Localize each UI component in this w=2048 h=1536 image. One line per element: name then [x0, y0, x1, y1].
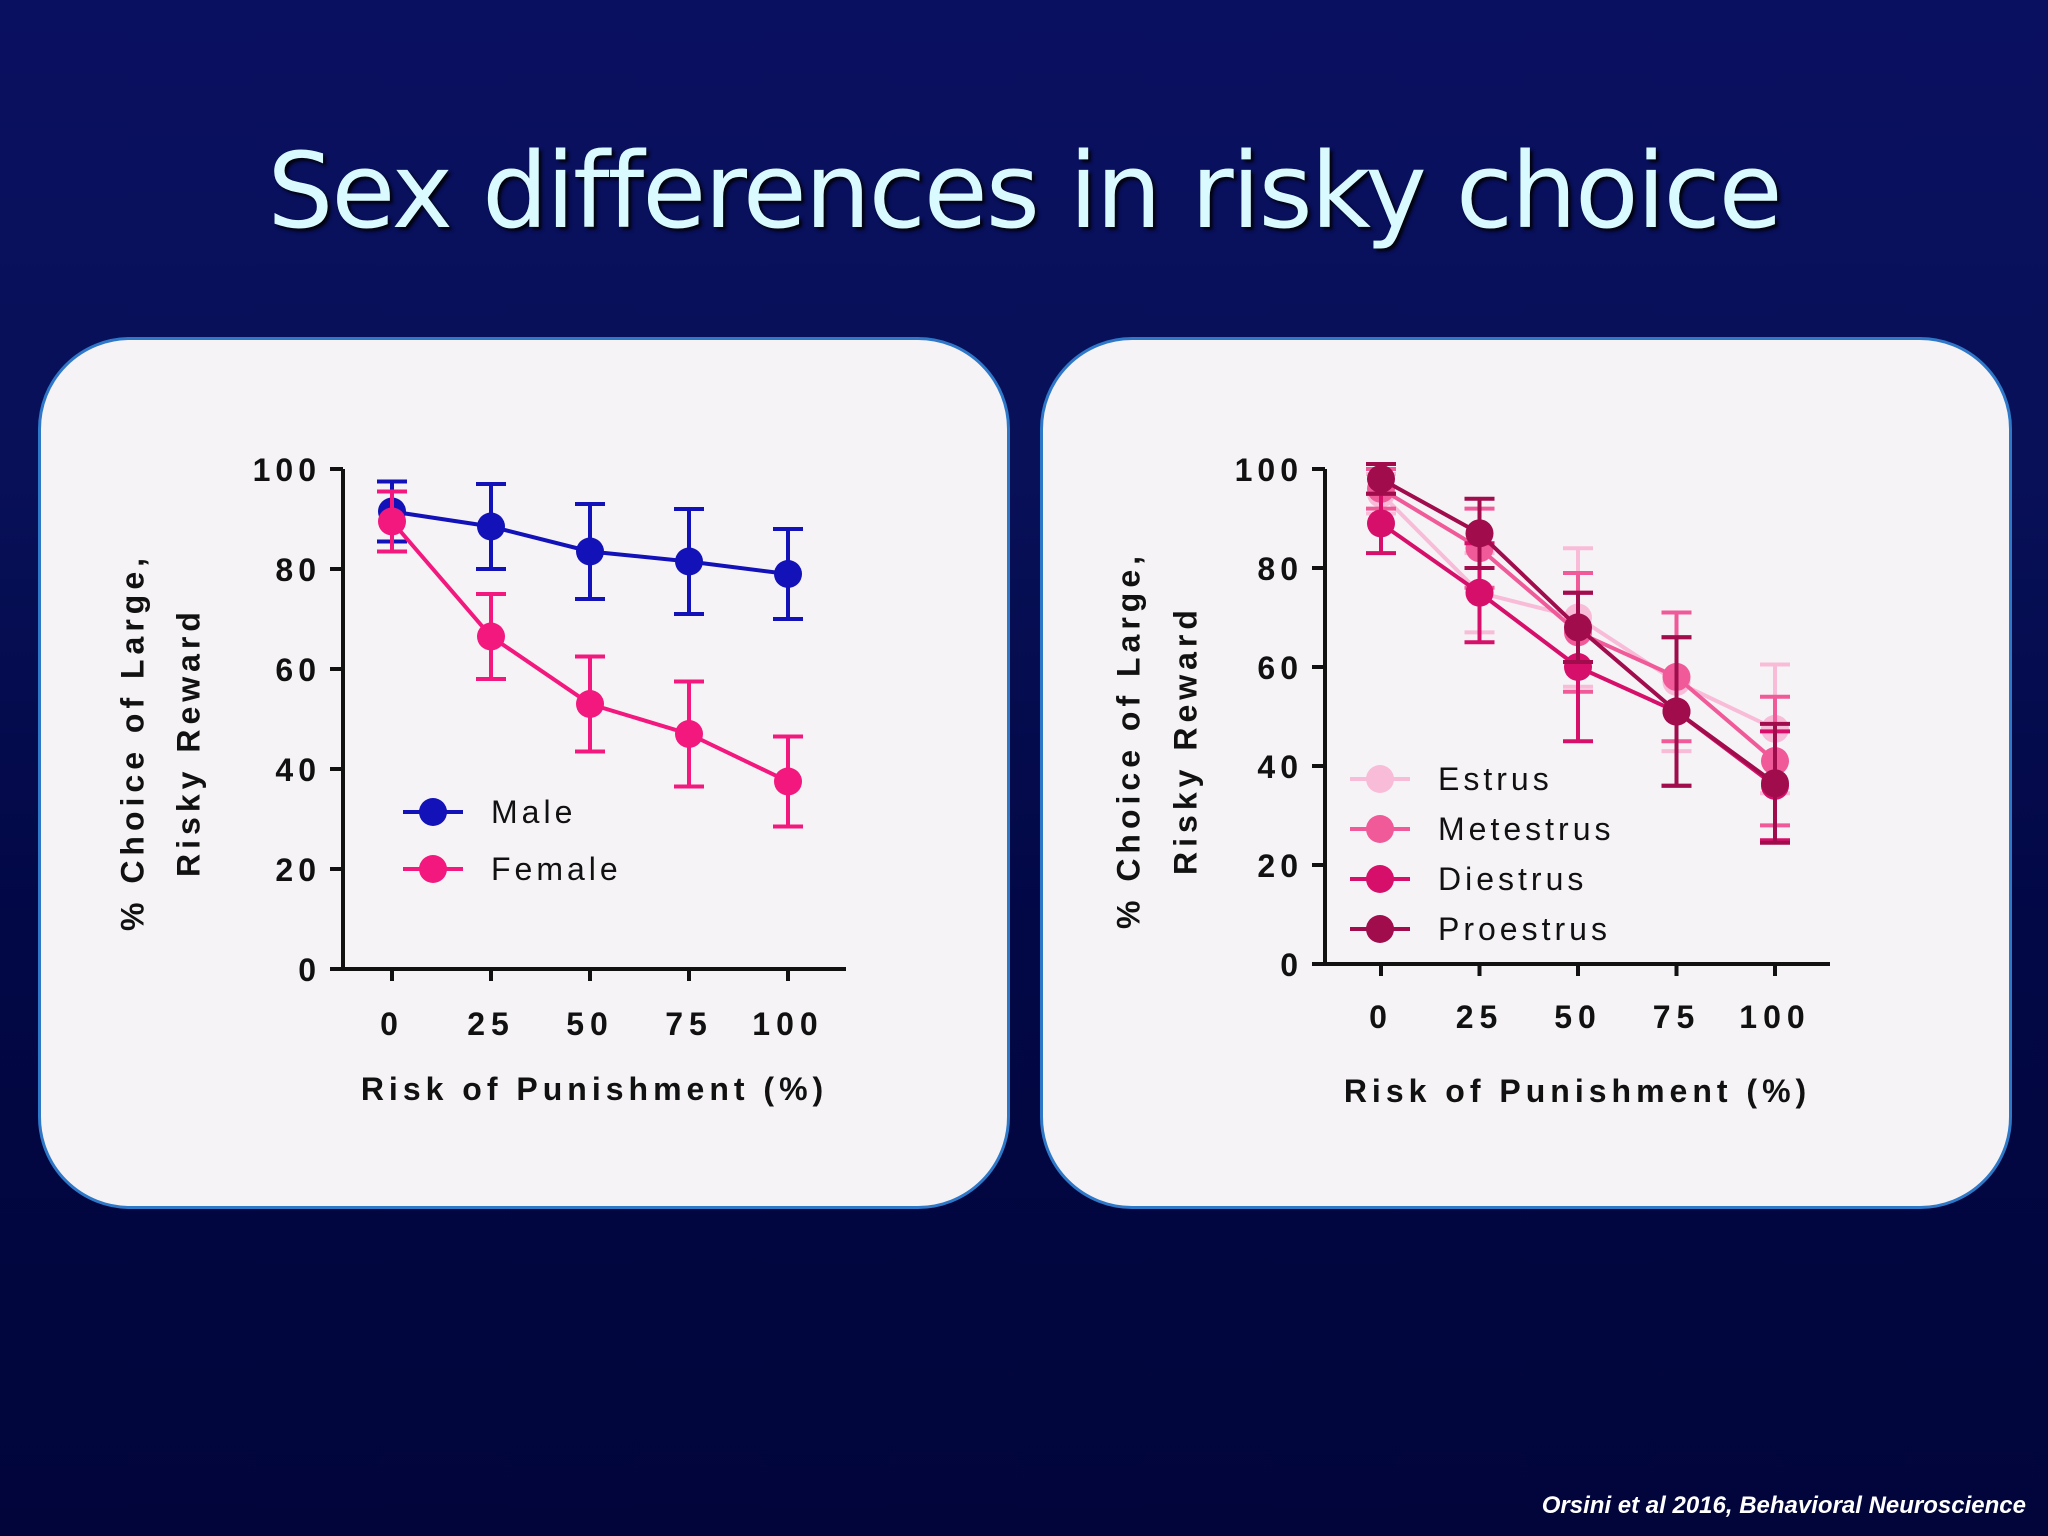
legend-metestrus-label: Metestrus [1438, 811, 1614, 847]
y-tick-label: 100 [253, 452, 321, 488]
x-tick-label: 100 [1739, 999, 1810, 1035]
x-tick-label: 75 [665, 1006, 713, 1042]
legend-diestrus-label: Diestrus [1438, 861, 1587, 897]
chart-sex-differences: 0 20 40 60 80 100 0 25 50 75 100 Risk of Punishment… [114, 452, 846, 1107]
proestrus-data-point [1662, 697, 1691, 726]
y-tick-label: 80 [1257, 551, 1303, 587]
legend-diestrus-marker [1366, 865, 1394, 893]
legend-female-marker [419, 855, 447, 883]
x-tick-label: 25 [467, 1006, 515, 1042]
legend-proestrus-marker [1366, 915, 1394, 943]
male-data-point [477, 512, 505, 541]
chart-panel-estrous: 0 20 40 60 80 100 0 25 50 75 100 Risk of Punishment… [1040, 337, 2012, 1209]
y-axis-label-line2: Risky Reward [1167, 605, 1203, 875]
diestrus-data-point [1465, 578, 1494, 607]
y-tick-label: 100 [1235, 452, 1303, 488]
proestrus-data-point [1465, 519, 1494, 548]
legend-estrus-marker [1366, 765, 1394, 793]
x-tick-label: 50 [566, 1006, 614, 1042]
y-tick-label: 0 [1280, 947, 1303, 983]
y-tick-label: 0 [298, 952, 321, 988]
y-tick-label: 20 [275, 852, 321, 888]
y-tick-label: 20 [1257, 848, 1303, 884]
female-data-point [378, 507, 406, 536]
proestrus-data-point [1761, 769, 1789, 798]
female-data-point [576, 690, 604, 718]
chart-estrous-cycle: 0 20 40 60 80 100 0 25 50 75 100 Risk of Punishment… [1110, 452, 1830, 1109]
legend-female-label: Female [491, 851, 622, 887]
male-data-point [576, 537, 604, 566]
legend-male-label: Male [491, 794, 576, 830]
legend-estrus-label: Estrus [1438, 761, 1553, 797]
y-axis-label-line1: % Choice of Large, [114, 553, 150, 931]
slide-title: Sex differences in risky choice [267, 130, 1782, 252]
male-data-point [675, 547, 703, 576]
x-axis-label: Risk of Punishment (%) [1344, 1073, 1811, 1109]
y-axis-label-line1: % Choice of Large, [1110, 551, 1146, 929]
y-tick-label: 40 [1257, 749, 1303, 785]
diestrus-data-point [1564, 653, 1592, 681]
x-tick-label: 100 [752, 1006, 823, 1042]
legend-metestrus-marker [1366, 815, 1394, 843]
y-tick-label: 40 [275, 752, 321, 788]
x-tick-label: 0 [1369, 999, 1393, 1035]
proestrus-data-point [1367, 464, 1395, 493]
x-tick-label: 25 [1456, 999, 1504, 1035]
legend-male-marker [419, 798, 447, 826]
chart-panel-sex: 0 20 40 60 80 100 0 25 50 75 100 Risk of Punishment… [38, 337, 1010, 1209]
x-tick-label: 75 [1653, 999, 1701, 1035]
female-data-point [477, 622, 505, 651]
citation: Orsini et al 2016, Behavioral Neuroscien… [1541, 1492, 2026, 1519]
y-tick-label: 80 [275, 552, 321, 588]
female-data-point [675, 720, 703, 748]
y-tick-label: 60 [275, 652, 321, 688]
legend-proestrus-label: Proestrus [1438, 911, 1611, 947]
y-tick-label: 60 [1257, 650, 1303, 686]
x-tick-label: 0 [380, 1006, 404, 1042]
diestrus-data-point [1367, 509, 1395, 538]
x-axis-label: Risk of Punishment (%) [361, 1071, 828, 1107]
proestrus-data-point [1564, 613, 1592, 642]
x-tick-label: 50 [1554, 999, 1602, 1035]
y-axis-label-line2: Risky Reward [170, 607, 206, 877]
male-data-point [774, 560, 802, 588]
female-data-point [774, 767, 802, 796]
